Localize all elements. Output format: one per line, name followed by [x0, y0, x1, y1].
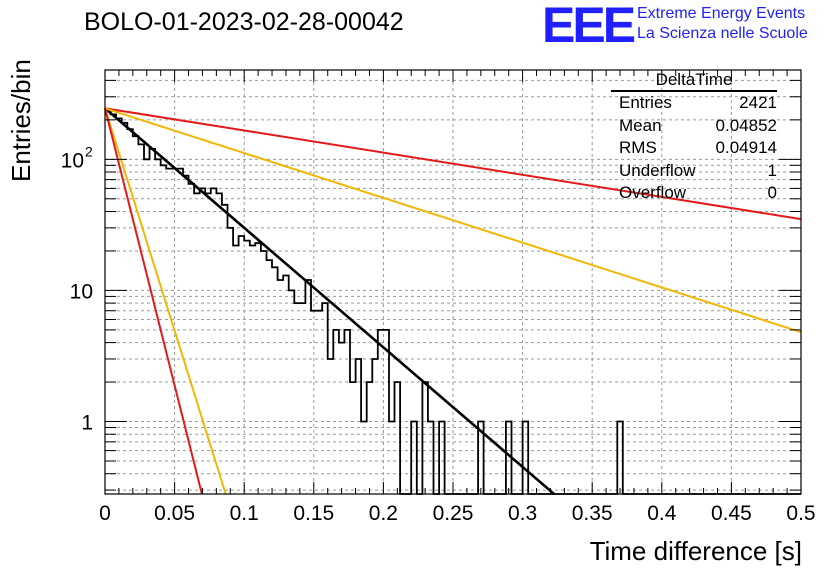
x-axis-label: Time difference [s] — [589, 536, 802, 566]
x-tick-label: 0.3 — [508, 502, 537, 525]
x-tick-label: 0.4 — [647, 502, 677, 525]
grid-lines — [105, 70, 801, 494]
x-tick-label: 0.05 — [154, 502, 195, 525]
y-tick-label: 10 — [61, 149, 84, 172]
x-tick-label: 0.5 — [786, 502, 815, 525]
stats-label: Mean — [619, 115, 662, 135]
y-tick-exponent: 2 — [85, 143, 93, 159]
y-tick-label: 10 — [70, 280, 93, 303]
plot-title: BOLO-01-2023-02-28-00042 — [84, 8, 404, 36]
y-tick-label: 1 — [81, 412, 93, 435]
stats-value: 0.04852 — [715, 115, 777, 135]
logo-line-1: Extreme Energy Events — [637, 5, 806, 22]
stats-label: Entries — [619, 93, 672, 112]
x-tick-label: 0.1 — [230, 502, 259, 525]
stats-row-entries: Entries 2421 — [611, 92, 777, 115]
stats-label: Underflow — [619, 160, 696, 180]
stats-row-mean: Mean 0.04852 — [611, 115, 777, 138]
stats-value: 0.04914 — [715, 138, 777, 157]
x-tick-label: 0.45 — [711, 502, 752, 525]
y-axis-label: Entries/bin — [6, 59, 36, 182]
fit-line — [104, 107, 802, 221]
fit-line — [104, 107, 555, 495]
stats-title: DeltaTime — [611, 70, 777, 92]
fit-lines — [104, 107, 802, 495]
fit-line — [104, 108, 227, 495]
stats-value: 0 — [767, 183, 777, 202]
stats-box: DeltaTime Entries 2421 Mean 0.04852 RMS … — [611, 70, 777, 205]
stats-label: Overflow — [619, 183, 687, 202]
fit-line — [104, 107, 802, 334]
stats-value: 1 — [767, 160, 777, 180]
x-tick-label: 0.15 — [293, 502, 334, 525]
x-tick-label: 0.35 — [572, 502, 613, 525]
eee-logo: EEE — [542, 0, 636, 53]
stats-row-rms: RMS 0.04914 — [611, 137, 777, 160]
stats-row-overflow: Overflow 0 — [611, 182, 777, 205]
stats-row-underflow: Underflow 1 — [611, 160, 777, 183]
x-tick-label: 0 — [99, 502, 111, 525]
x-tick-label: 0.2 — [369, 502, 398, 525]
stats-value: 2421 — [739, 93, 777, 112]
stats-label: RMS — [619, 138, 657, 157]
axis-ticks — [104, 70, 802, 494]
tick-labels: 0 0.05 0.1 0.15 0.2 0.25 0.3 0.35 0.4 0.45 0.51101… — [61, 143, 816, 525]
x-tick-label: 0.25 — [433, 502, 474, 525]
fit-line — [104, 108, 203, 495]
logo-line-2: La Scienza nelle Scuole — [637, 25, 808, 42]
